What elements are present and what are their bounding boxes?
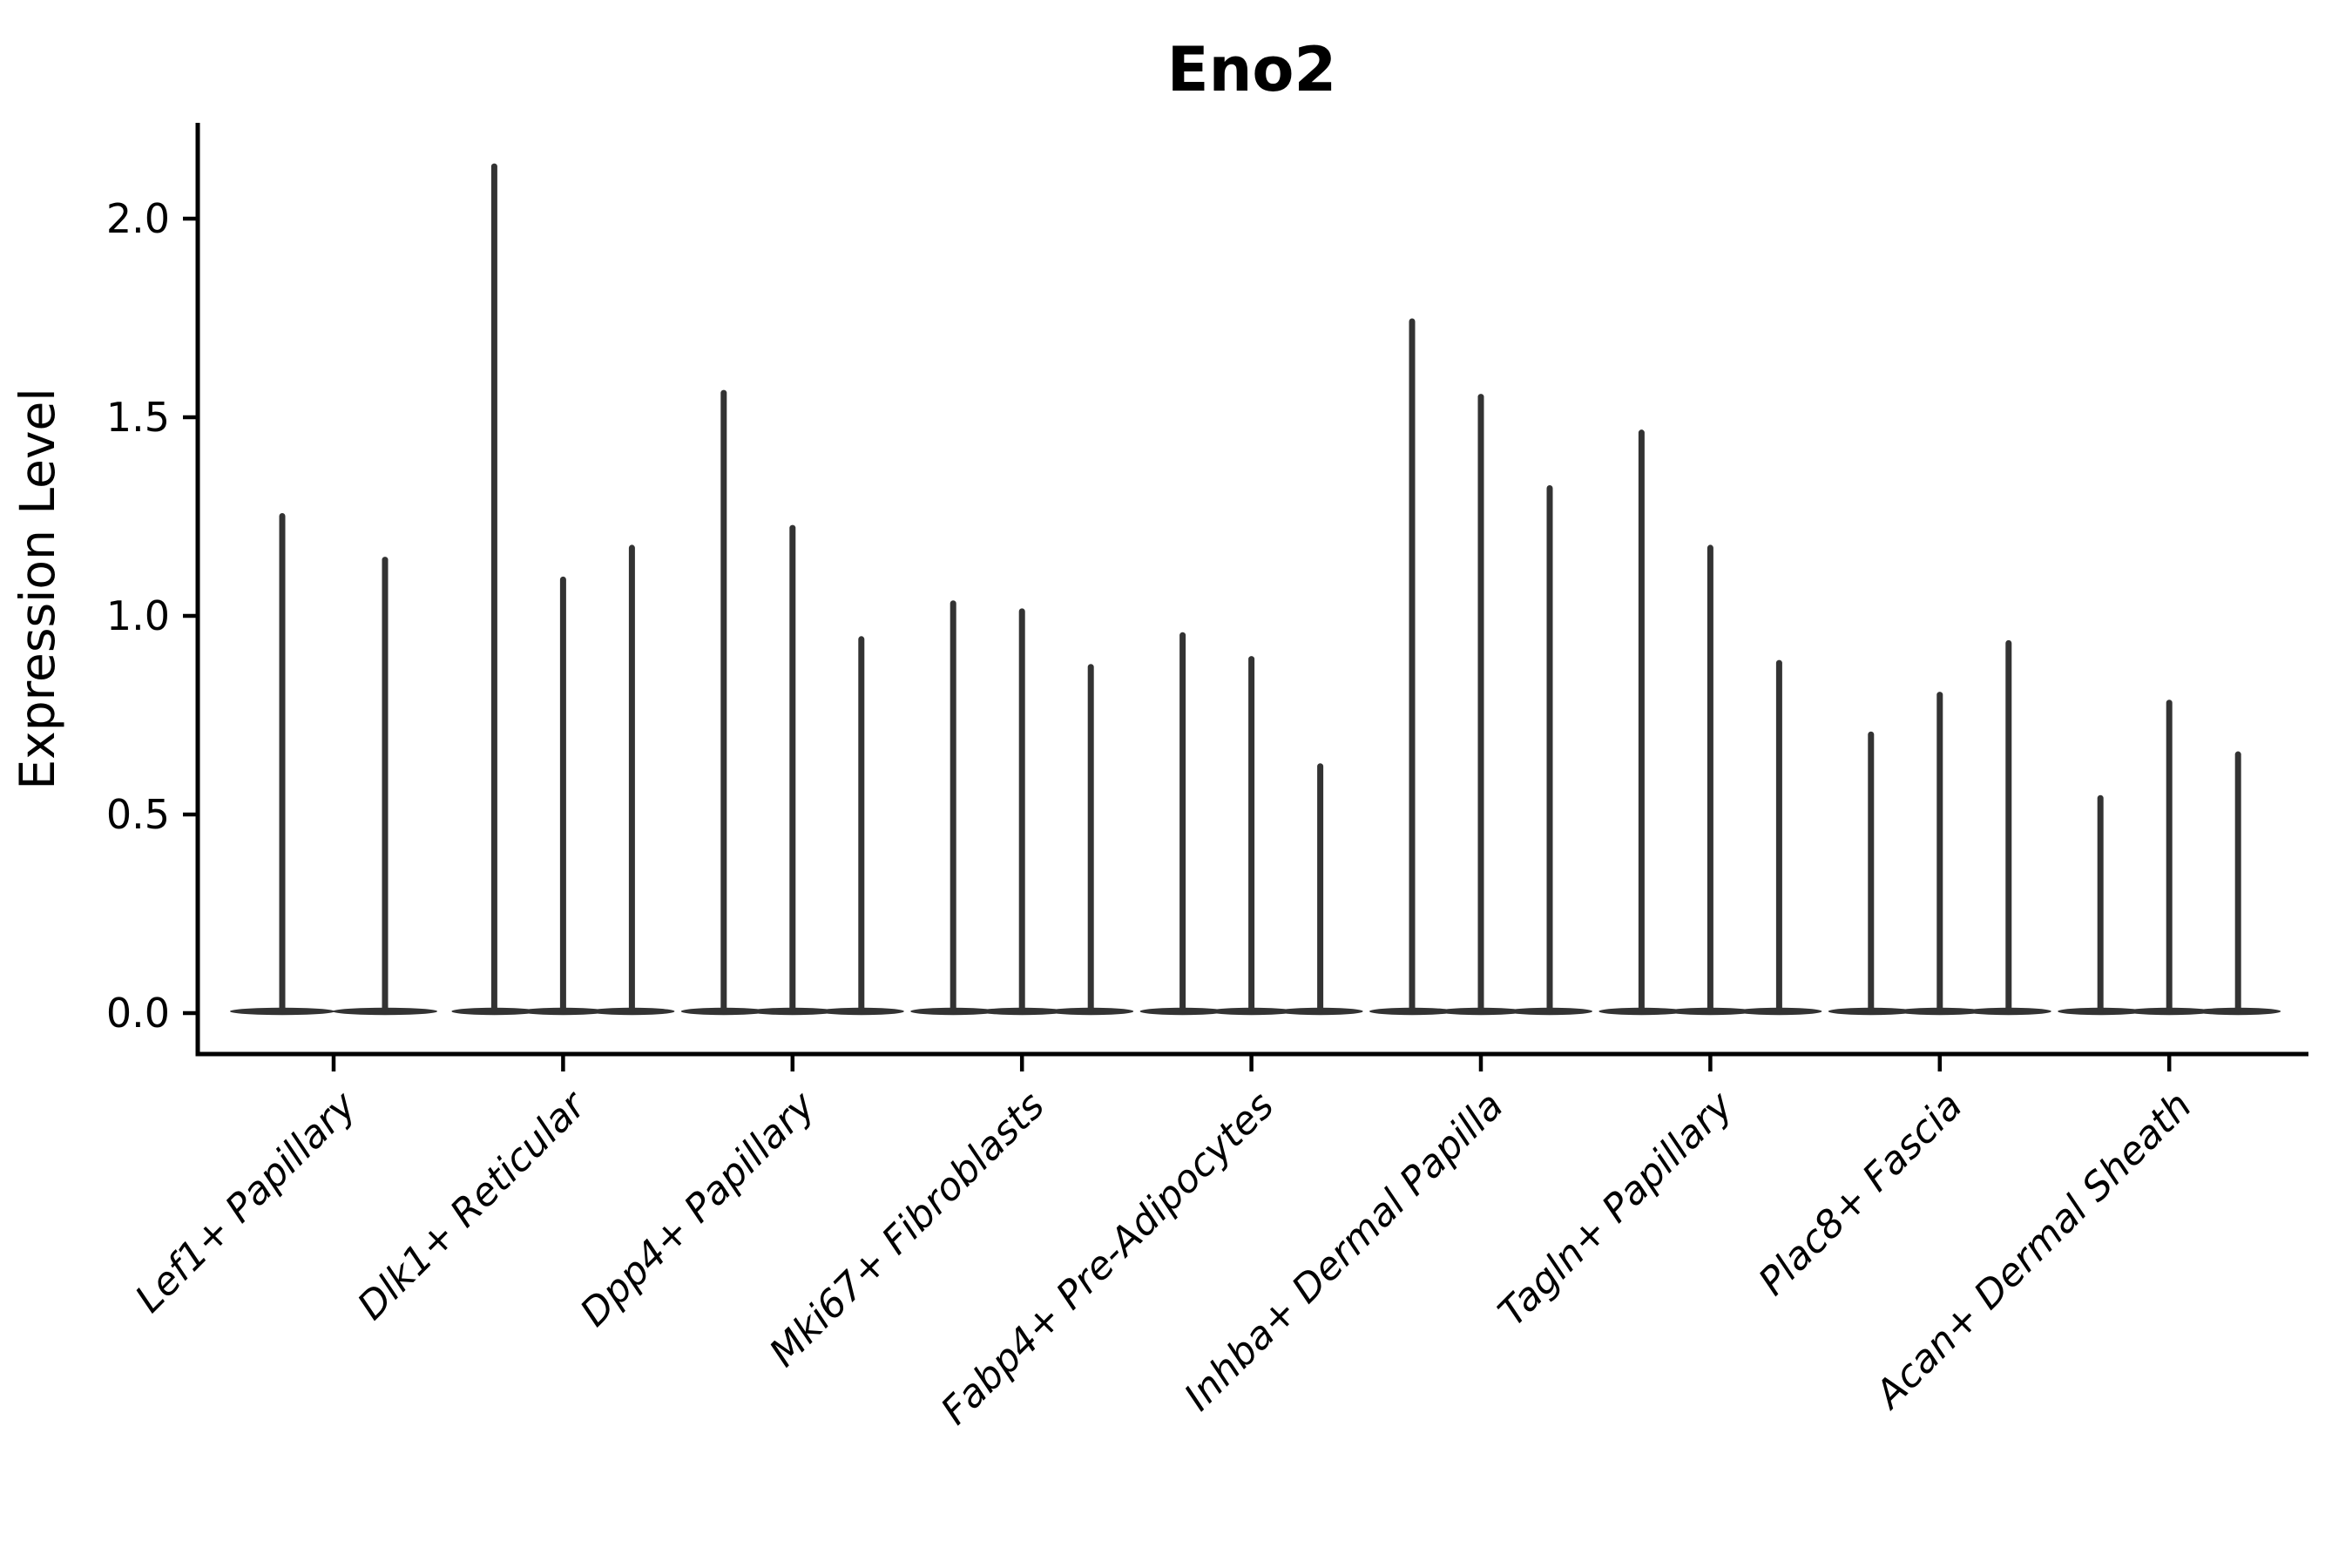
violins-layer: [230, 163, 2281, 1016]
y-tick-label: 1.5: [106, 394, 170, 441]
y-tick-label: 0.5: [106, 791, 170, 838]
y-tick-label: 0.0: [106, 990, 170, 1037]
x-category-label: Tagln+ Papillary: [1490, 1083, 1741, 1335]
y-tick-label: 1.0: [106, 592, 170, 639]
y-axis-label: Expression Level: [10, 388, 65, 789]
x-category-label: Plac8+ Fascia: [1750, 1084, 1970, 1304]
axes-layer: [183, 123, 2308, 1071]
x-category-label: Lef1+ Papillary: [127, 1083, 366, 1321]
chart-title: Eno2: [1167, 34, 1336, 105]
y-tick-label: 2.0: [106, 195, 170, 242]
x-category-label: Dpp4+ Papillary: [572, 1083, 825, 1335]
x-category-label: Dlk1+ Reticular: [349, 1082, 596, 1328]
